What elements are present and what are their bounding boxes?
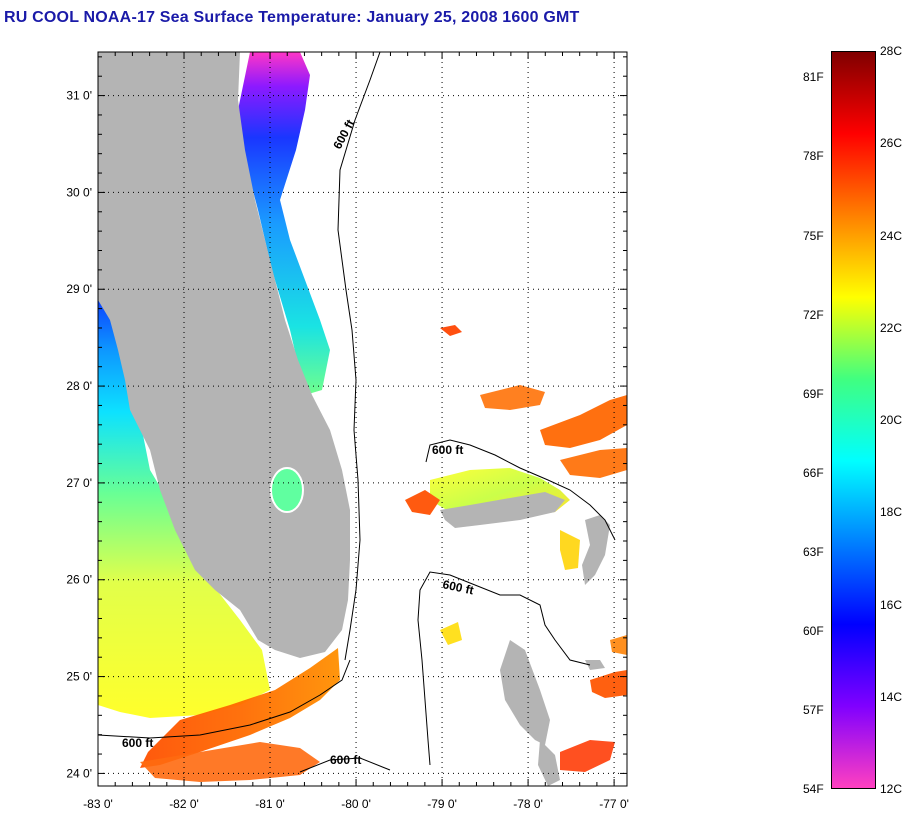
contour-label-straits: 600 ft — [330, 753, 361, 767]
atlantic-yellow-patch-1 — [440, 622, 462, 645]
exuma-land — [538, 740, 560, 786]
contour-label-tongue: 600 ft — [441, 577, 475, 597]
colorbar-fahrenheit-label: 66F — [803, 465, 824, 480]
latitude-labels: 31 0' 30 0' 29 0' 28 0' 27 0' 26 0' 25 0' 24 0' — [66, 89, 92, 781]
lat-tick-label: 26 0' — [66, 573, 92, 587]
colorbar-fahrenheit-label: 54F — [803, 782, 824, 796]
atlantic-orange-patch-7 — [560, 740, 615, 772]
colorbar-fahrenheit-label: 57F — [803, 702, 824, 717]
gulf-sst-field — [98, 268, 270, 718]
keys-straits-sst — [140, 648, 340, 768]
colorbar-celsius-label: 18C — [880, 505, 903, 520]
isobath-600ft-straits-south — [299, 757, 391, 773]
lon-tick-label: -79 0' — [427, 797, 457, 811]
lat-tick-label: 25 0' — [66, 670, 92, 684]
axis-ticks — [97, 52, 627, 786]
colorbar-fahrenheit-label: 63F — [803, 544, 824, 559]
longitude-labels: -83 0' -82 0' -81 0' -80 0' -79 0' -78 0' -77 … — [83, 797, 629, 811]
lon-tick-label: -83 0' — [83, 797, 113, 811]
colorbar-celsius-label: 20C — [880, 413, 903, 427]
contour-label-bahamas: 600 ft — [432, 443, 463, 457]
contour-label-keys: 600 ft — [122, 736, 153, 750]
colorbar-celsius-label: 22C — [880, 320, 903, 335]
lon-tick-label: -77 0' — [599, 797, 629, 811]
colorbar-fahrenheit-label: 72F — [803, 307, 824, 322]
grand-bahama-land — [440, 492, 565, 528]
lat-tick-label: 27 0' — [66, 476, 92, 490]
lon-tick-label: -80 0' — [341, 797, 371, 811]
lat-tick-label: 28 0' — [66, 379, 92, 393]
temperature-colorbar — [831, 51, 876, 789]
colorbar-fahrenheit-label: 60F — [803, 623, 824, 638]
lake-okeechobee — [270, 467, 304, 513]
nassau-land — [585, 660, 605, 670]
isobath-600ft-south — [98, 659, 351, 739]
colorbar-fahrenheit-label: 78F — [803, 149, 824, 164]
colorbar-fahrenheit-label: 75F — [803, 228, 824, 243]
colorbar-celsius-label: 26C — [880, 136, 903, 151]
lon-tick-label: -81 0' — [255, 797, 285, 811]
isobath-600ft-bahamas-north — [425, 439, 616, 541]
atlantic-orange-patch-6 — [590, 670, 627, 698]
colorbar-celsius-label: 24C — [880, 228, 903, 243]
colorbar-celsius-label: 12C — [880, 782, 903, 796]
atlantic-orange-patch-8 — [610, 635, 627, 655]
atlantic-coastal-sst — [238, 52, 330, 395]
colorbar-celsius-label: 28C — [880, 44, 903, 58]
colorbar-fahrenheit-label: 69F — [803, 386, 824, 401]
colorbar-fahrenheit-label: 81F — [803, 70, 824, 85]
isobath-600ft-east — [337, 52, 381, 661]
sst-data-layer: 600 ft 600 ft 600 ft 600 ft 600 ft — [98, 52, 627, 786]
atlantic-orange-patch-5 — [440, 325, 462, 336]
atlantic-yellow-patch-2 — [560, 530, 580, 570]
straits-south-sst — [140, 742, 320, 782]
atlantic-orange-patch-2 — [480, 385, 545, 410]
andros-land — [500, 640, 550, 745]
lat-tick-label: 29 0' — [66, 282, 92, 296]
lat-tick-label: 30 0' — [66, 185, 92, 199]
graticule — [97, 52, 627, 786]
colorbar-celsius-label: 14C — [880, 689, 903, 704]
lat-tick-label: 31 0' — [66, 89, 92, 103]
atlantic-orange-patch-3 — [560, 448, 627, 478]
lon-tick-label: -78 0' — [513, 797, 543, 811]
isobath-600ft-bahamas-tongue — [417, 571, 591, 766]
lon-tick-label: -82 0' — [169, 797, 199, 811]
abaco-land — [582, 515, 610, 585]
map-title: RU COOL NOAA-17 Sea Surface Temperature:… — [4, 9, 580, 26]
atlantic-orange-patch-4 — [405, 490, 440, 515]
atlantic-orange-patch-1 — [540, 395, 627, 448]
lat-tick-label: 24 0' — [66, 766, 92, 780]
colorbar-celsius-label: 16C — [880, 597, 903, 612]
plot-frame — [97, 51, 628, 787]
